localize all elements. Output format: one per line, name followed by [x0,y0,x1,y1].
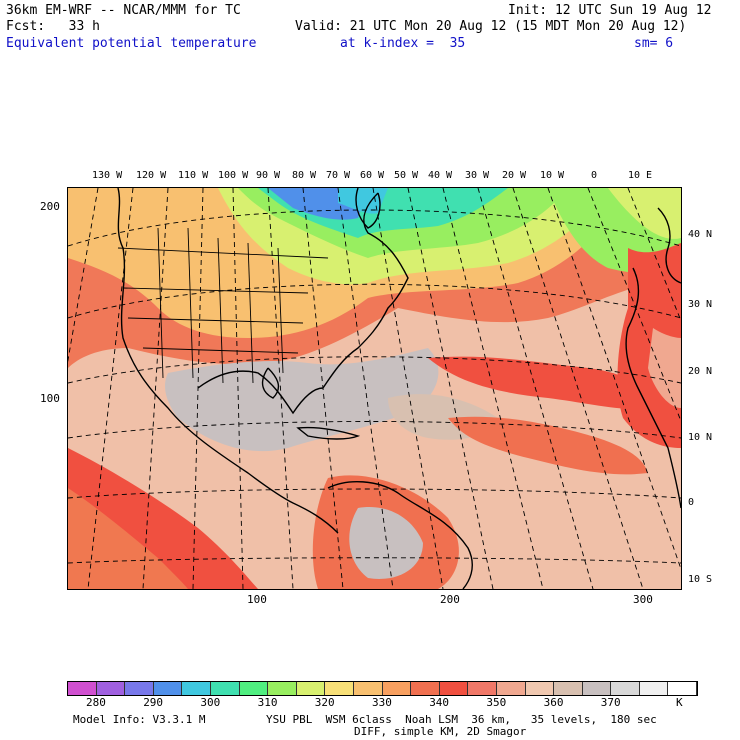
pacific-edge [68,488,188,589]
header-line1-left: 36km EM-WRF -- NCAR/MMM for TC [6,3,241,18]
colorbar-swatch [382,682,412,695]
colorbar-swatch [353,682,383,695]
lon-label: 90 W [256,170,281,181]
east-mild-band [608,188,681,239]
colorbar-swatch [239,682,269,695]
colorbar-label: 310 [257,696,278,709]
colorbar-swatch [468,682,497,695]
colorbar-label: 280 [86,696,106,709]
y-label-200: 200 [40,200,60,213]
colorbar-swatch [639,682,669,695]
colorbar-swatch [125,682,154,695]
y-label-100: 100 [40,392,60,405]
colorbar-label: 360 [543,696,564,709]
header-init: Init: 12 UTC Sun 19 Aug 12 [508,3,712,18]
smoothing-label: sm= 6 [634,36,674,51]
colorbar-label: 290 [143,696,164,709]
lon-label: 60 W [360,170,385,181]
colorbar-swatch [525,682,555,695]
colorbar-swatch [496,682,526,695]
lon-label: 80 W [292,170,317,181]
lon-label: 100 W [218,170,249,181]
lon-label: 120 W [136,170,167,181]
lat-label: 10 N [688,432,713,443]
lon-label: 30 W [465,170,490,181]
colorbar-swatch [296,682,326,695]
header-forecast: Fcst: 33 h [6,19,100,34]
colorbar-label: 350 [486,696,507,709]
colorbar-swatch [554,682,583,695]
lon-label: 10 E [628,170,653,181]
lon-label: 70 W [326,170,351,181]
lon-label: 130 W [92,170,123,181]
colorbar-label: 330 [372,696,392,709]
lat-label: 30 N [688,299,713,310]
lon-label: 40 W [428,170,453,181]
lon-label: 20 W [502,170,527,181]
lon-label: 0 [591,170,598,181]
model-physics: YSU PBL WSM 6class Noah LSM 36 km, 35 le… [266,713,657,726]
colorbar-swatch [210,682,240,695]
colorbar [67,681,699,696]
x-label-100: 100 [247,593,267,606]
field-name: Equivalent potential temperature [6,36,257,51]
lon-label: 110 W [178,170,209,181]
amazon-field [349,507,423,579]
lat-label: 10 S [688,574,713,585]
colorbar-unit: K [676,696,683,709]
colorbar-swatch [439,682,469,695]
state-borders [117,227,329,384]
lon-label: 50 W [394,170,419,181]
labrador-band [338,188,388,214]
colorbar-swatch [411,682,440,695]
lat-label: 40 N [688,229,713,240]
model-diffusion: DIFF, simple KM, 2D Smagor [354,725,527,738]
itcz-streak [448,416,648,475]
caribbean-field [165,348,439,452]
map-layer [68,188,681,589]
level-label: at k-index = 35 [340,36,466,51]
colorbar-swatch [582,682,612,695]
lon-label: 10 W [540,170,565,181]
model-info: Model Info: V3.3.1 M [73,713,206,726]
colorbar-swatch [611,682,640,695]
x-label-300: 300 [633,593,653,606]
lat-label: 20 N [688,366,713,377]
colorbar-label: 340 [429,696,450,709]
colorbar-label: 320 [314,696,335,709]
atlantic-warm-streak [428,356,658,410]
colorbar-swatch [153,682,183,695]
x-label-200: 200 [440,593,460,606]
colorbar-swatch [96,682,126,695]
header-valid: Valid: 21 UTC Mon 20 Aug 12 (15 MDT Mon … [295,19,687,34]
colorbar-swatch [68,682,97,695]
colorbar-swatch [182,682,211,695]
colorbar-label: 300 [200,696,221,709]
colorbar-swatch [268,682,297,695]
colorbar-swatch [325,682,354,695]
colorbar-label: 370 [600,696,621,709]
colorbar-swatch [668,682,698,695]
sahara-field [648,328,681,408]
theta-e-map [67,187,682,590]
graticule [68,188,681,589]
lat-label: 0 [688,497,695,508]
